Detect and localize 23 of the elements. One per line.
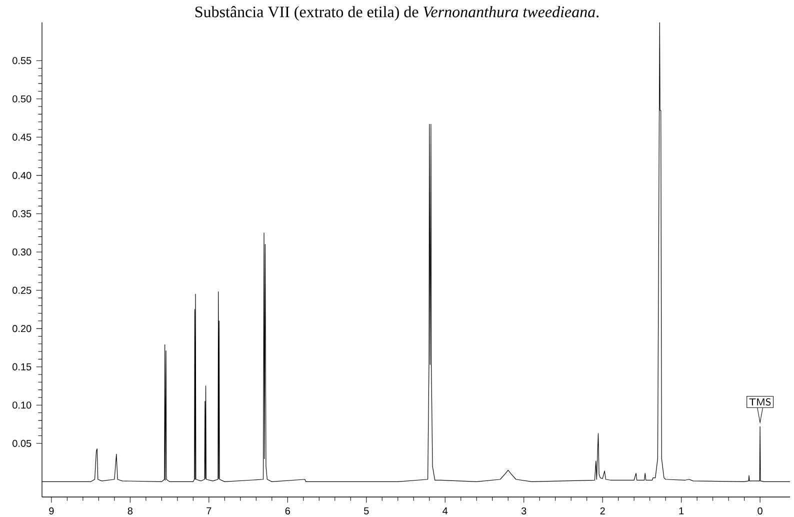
y-tick-label: 0.05 [12,440,32,447]
y-tick-label: 0.50 [12,95,32,102]
x-tick-label: 4 [442,507,448,514]
y-tick-label: 0.35 [12,210,32,218]
chart-title: Substância VII (extrato de etila) de Vernonanthura tweedieana. [195,6,599,21]
y-tick-label: 0.30 [12,248,32,256]
y-tick-label: 0.10 [12,402,32,409]
y-tick-label: 0.15 [12,363,32,370]
x-tick-label: 5 [364,507,369,514]
y-tick-label: 0.40 [12,172,32,179]
x-tick-label: 0 [758,507,762,514]
x-tick-label: 6 [285,507,290,514]
x-tick-label: 7 [206,507,212,514]
x-tick-label: 9 [49,507,54,514]
y-tick-label: 0.45 [12,134,32,141]
x-tick-label: 8 [128,507,133,514]
y-tick-label: 0.25 [12,286,32,294]
annotation: TMS [749,398,771,406]
y-tick-label: 0.20 [12,325,32,332]
x-tick-label: 2 [600,507,605,514]
y-tick-label: 0.55 [12,57,32,64]
x-tick-label: 3 [521,507,526,514]
x-tick-label: 1 [679,507,684,514]
